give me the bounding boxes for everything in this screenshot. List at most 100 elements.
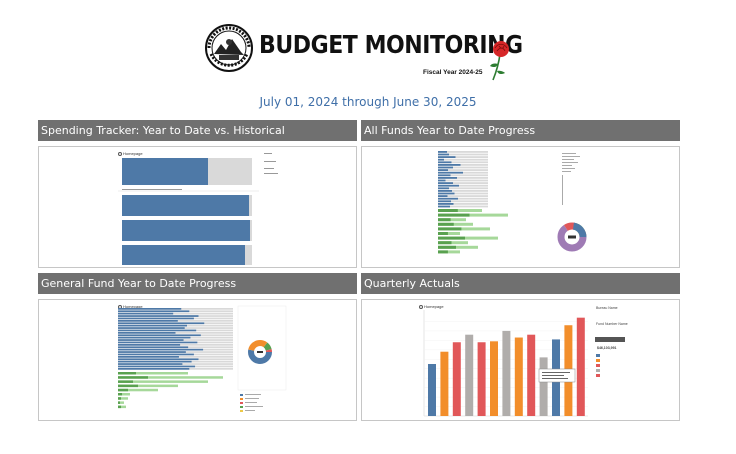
progress-track bbox=[438, 174, 488, 177]
progress-bar bbox=[118, 341, 198, 344]
progress-track bbox=[438, 179, 488, 182]
progress-bar bbox=[118, 388, 128, 392]
progress-bar bbox=[438, 174, 451, 177]
progress-bar bbox=[118, 322, 205, 325]
progress-track bbox=[438, 169, 488, 171]
chart-bar bbox=[576, 317, 585, 416]
progress-bar bbox=[438, 200, 451, 203]
progress-bar bbox=[118, 329, 197, 332]
progress-bar bbox=[118, 344, 181, 346]
progress-track bbox=[438, 177, 488, 179]
progress-bar bbox=[118, 324, 187, 327]
progress-bar bbox=[438, 209, 458, 212]
progress-bar bbox=[438, 222, 454, 226]
chart-bar bbox=[452, 342, 461, 416]
progress-bar bbox=[438, 195, 448, 197]
all-funds-panel[interactable] bbox=[361, 146, 680, 268]
progress-track bbox=[438, 182, 488, 184]
progress-bar bbox=[118, 384, 178, 388]
fiscal-year-label: Fiscal Year 2024-25 bbox=[423, 69, 483, 76]
progress-bar bbox=[438, 241, 452, 245]
progress-bar bbox=[118, 388, 158, 392]
progress-bar bbox=[118, 376, 148, 379]
progress-track bbox=[438, 205, 488, 208]
general-fund-panel[interactable]: Homepage bbox=[38, 299, 357, 421]
progress-bar bbox=[118, 393, 130, 396]
home-icon bbox=[118, 151, 122, 156]
progress-bar bbox=[118, 356, 179, 358]
progress-bar bbox=[118, 348, 204, 351]
chart-bar bbox=[477, 342, 486, 416]
chart-bar bbox=[502, 330, 511, 416]
progress-bar bbox=[118, 358, 199, 361]
progress-bar bbox=[118, 380, 133, 383]
quarterly-actuals-panel[interactable]: Homepage Bureau Name Fund Number Name $4… bbox=[361, 299, 680, 421]
progress-bar bbox=[118, 336, 191, 339]
chart-bar bbox=[465, 334, 474, 416]
progress-bar bbox=[118, 317, 194, 320]
progress-bar bbox=[118, 334, 201, 337]
quarterly-total: $46,103,991 bbox=[597, 346, 617, 350]
progress-bar bbox=[118, 346, 189, 349]
progress-bar bbox=[438, 205, 450, 208]
progress-bar bbox=[438, 187, 449, 190]
progress-bar bbox=[438, 213, 470, 217]
progress-track bbox=[438, 161, 488, 164]
progress-bar bbox=[438, 179, 446, 182]
progress-bar bbox=[118, 372, 188, 375]
progress-bar bbox=[118, 312, 174, 315]
quarterly-filter-button[interactable] bbox=[595, 337, 625, 342]
spending-tracker-header: Spending Tracker: Year to Date vs. Histo… bbox=[38, 120, 357, 141]
progress-bar bbox=[438, 192, 455, 195]
quarterly-actuals-header: Quarterly Actuals bbox=[361, 273, 680, 294]
progress-bar bbox=[438, 190, 452, 192]
progress-track bbox=[438, 187, 488, 190]
progress-bar bbox=[118, 327, 185, 329]
chart-bar bbox=[490, 341, 498, 416]
progress-track bbox=[438, 197, 488, 200]
progress-bar bbox=[438, 218, 466, 222]
progress-bar bbox=[438, 218, 451, 222]
legend-swatch bbox=[596, 374, 600, 377]
progress-bar bbox=[438, 236, 465, 240]
progress-bar bbox=[438, 232, 460, 235]
progress-track bbox=[438, 200, 488, 203]
progress-bar bbox=[118, 310, 190, 313]
progress-bar bbox=[438, 158, 444, 161]
chart-bar bbox=[440, 351, 449, 416]
progress-bar bbox=[438, 232, 448, 235]
page-title: BUDGET MONITORING bbox=[259, 30, 523, 59]
progress-bar bbox=[438, 245, 478, 249]
progress-track bbox=[438, 164, 488, 166]
progress-bar bbox=[118, 363, 183, 365]
city-seal-icon bbox=[205, 24, 253, 72]
progress-bar bbox=[118, 376, 223, 379]
homepage-link[interactable]: Homepage bbox=[419, 304, 444, 309]
spending-tracker-panel[interactable]: Homepage bbox=[38, 146, 357, 268]
progress-bar bbox=[118, 384, 138, 388]
progress-bar bbox=[438, 177, 457, 179]
progress-track bbox=[438, 166, 488, 169]
progress-bar bbox=[118, 401, 124, 404]
all-funds-donut bbox=[557, 222, 587, 252]
progress-track bbox=[438, 190, 488, 192]
progress-bar bbox=[118, 401, 120, 404]
progress-bar bbox=[118, 332, 176, 334]
homepage-link[interactable]: Homepage bbox=[118, 151, 143, 156]
chart-bar bbox=[428, 364, 436, 416]
progress-bar bbox=[118, 365, 196, 368]
progress-bar bbox=[118, 339, 184, 341]
progress-bar bbox=[438, 227, 462, 231]
progress-bar bbox=[118, 360, 192, 363]
all-funds-chart bbox=[438, 151, 587, 254]
progress-bar bbox=[118, 320, 178, 322]
general-fund-header: General Fund Year to Date Progress bbox=[38, 273, 357, 294]
date-range: July 01, 2024 through June 30, 2025 bbox=[259, 95, 477, 109]
home-icon bbox=[419, 304, 423, 309]
progress-bar bbox=[118, 397, 128, 400]
progress-track bbox=[438, 195, 488, 197]
progress-bar bbox=[438, 171, 463, 174]
legend-swatch bbox=[596, 359, 600, 362]
progress-bar bbox=[438, 153, 449, 156]
progress-bar bbox=[118, 308, 182, 310]
